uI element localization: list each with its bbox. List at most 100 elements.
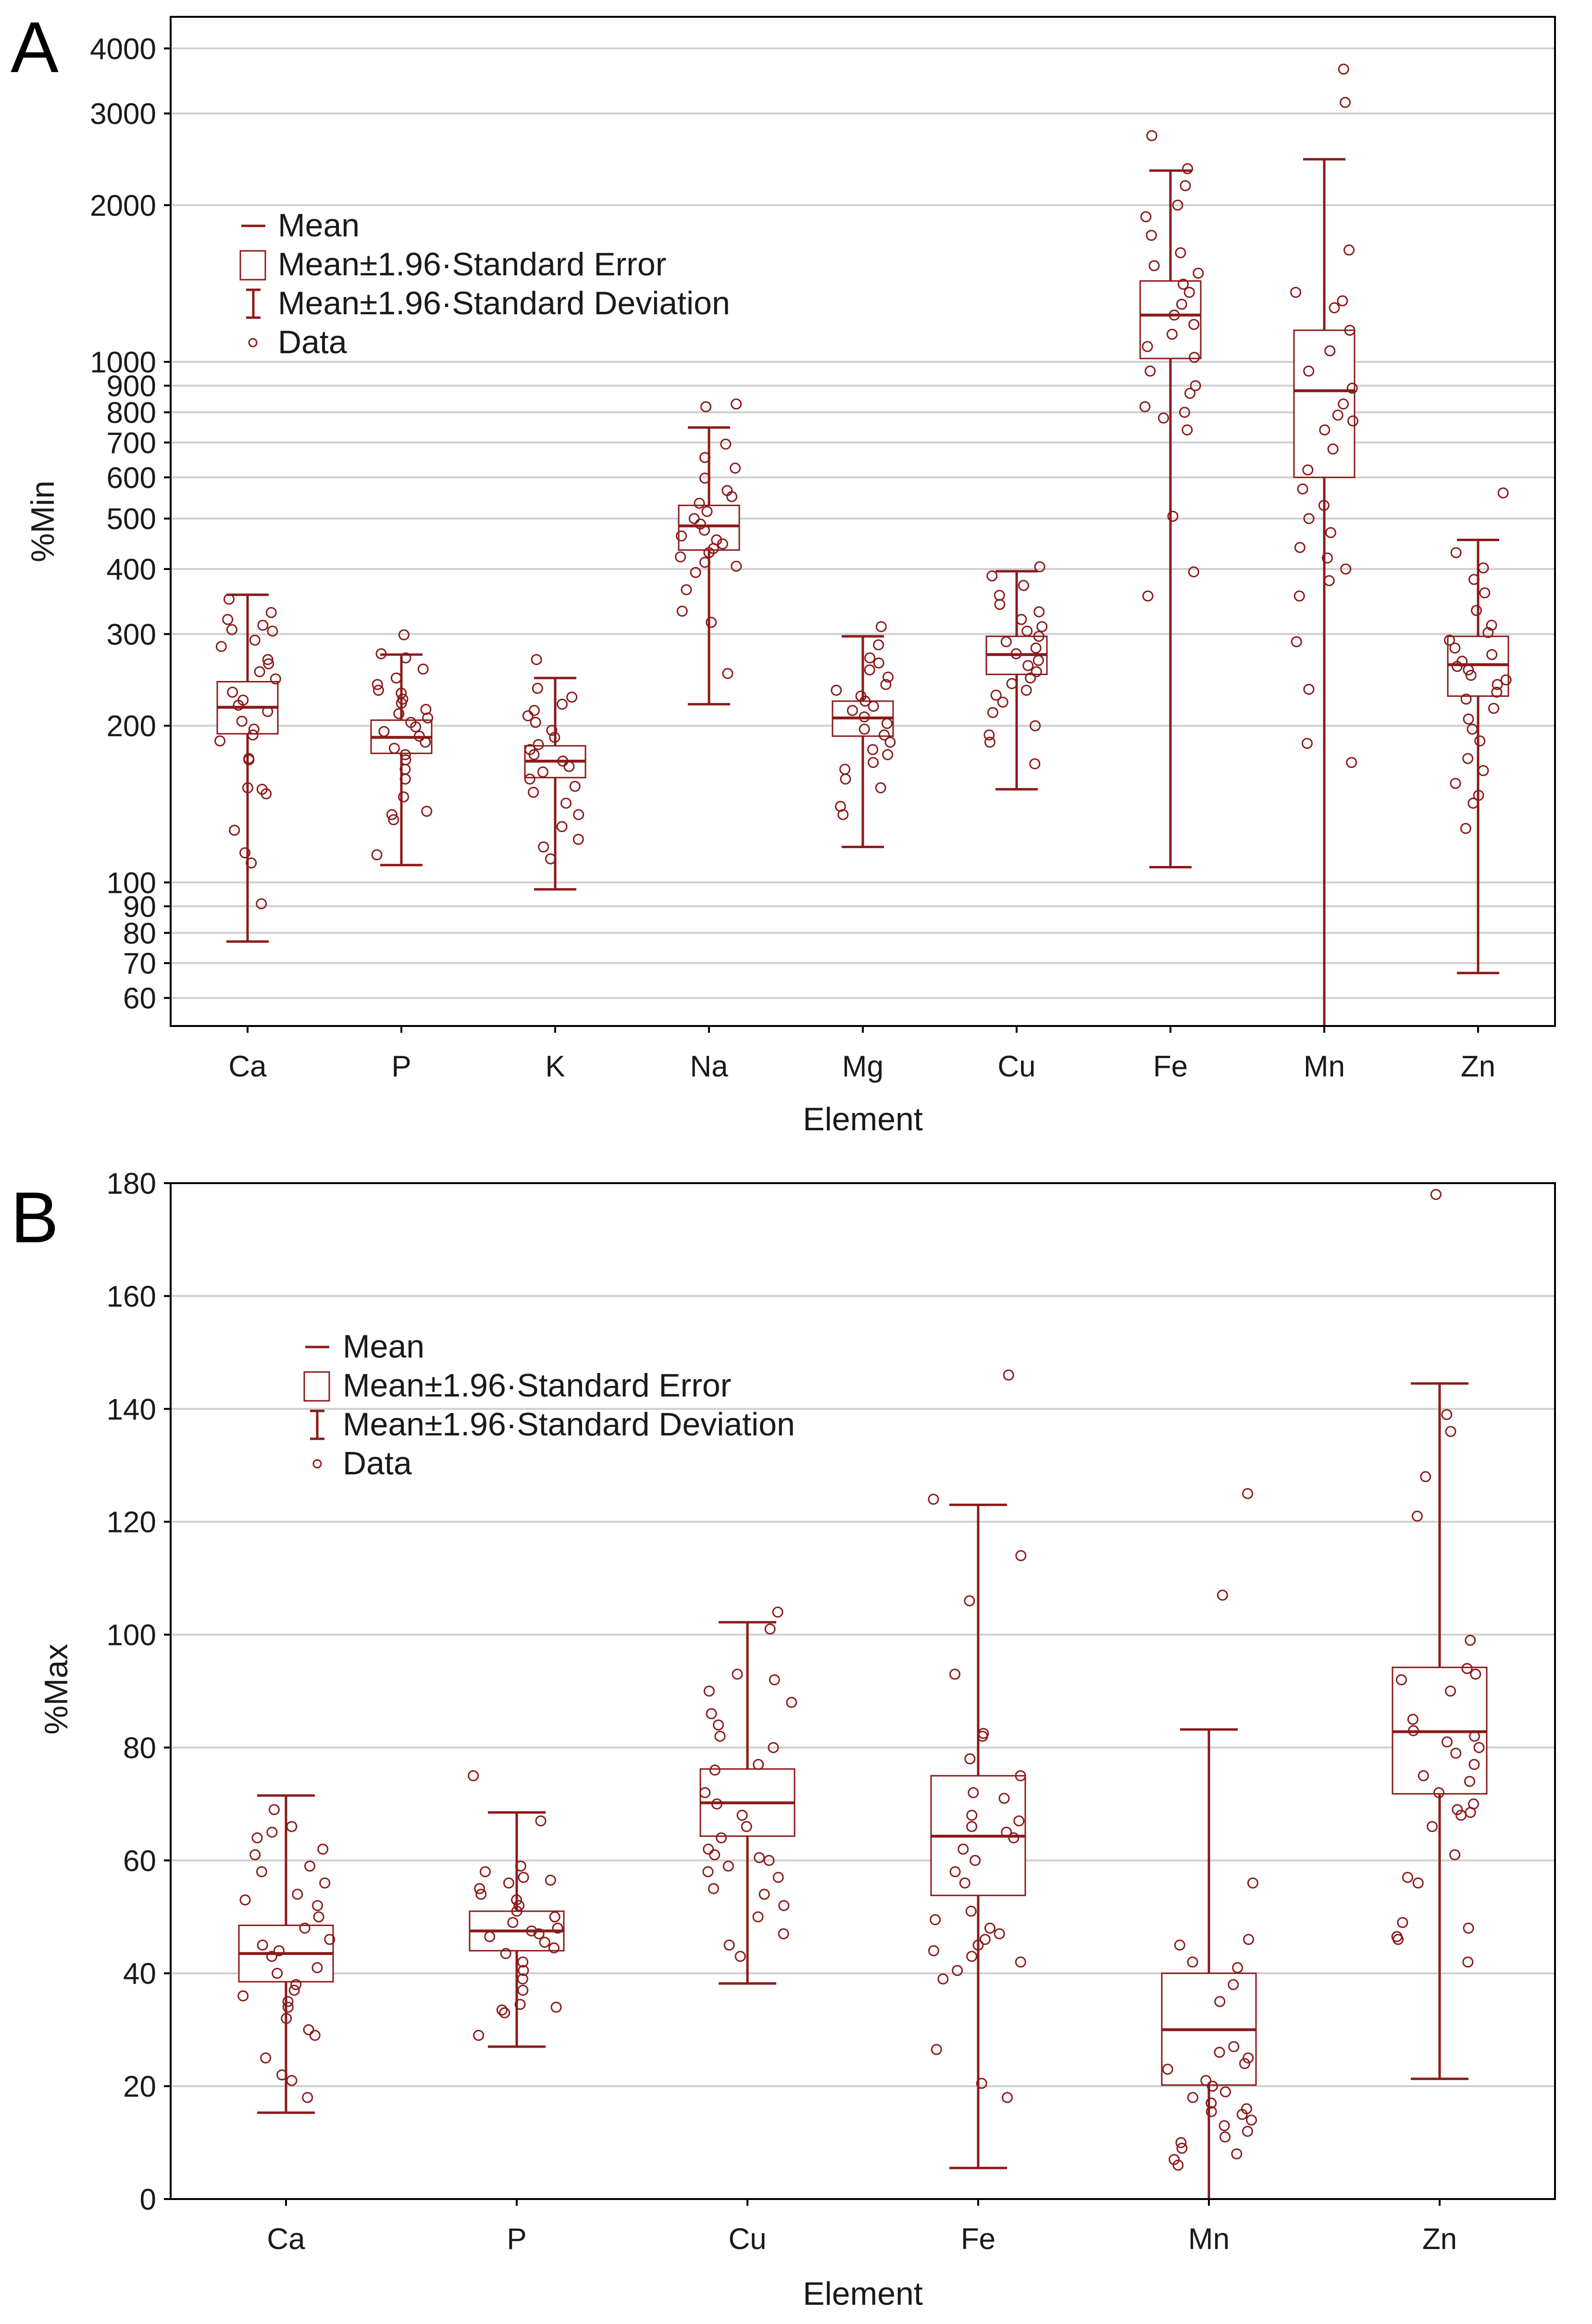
data-point-zn [1463,664,1474,676]
data-point-fe [1193,268,1204,279]
data-point-na [730,462,741,474]
data-point-p [400,754,411,766]
box-group-p [468,1770,565,2048]
y-tick-label: 500 [107,503,156,536]
data-point-mn [1172,2160,1184,2171]
data-point-p [517,1984,529,1996]
y-tick-label: 700 [107,427,156,460]
data-point-ca [222,614,234,625]
x-tick-label-fe: Fe [961,2223,995,2256]
data-point-ca [262,706,274,717]
data-point-ca [249,1849,261,1861]
box-group-mg [831,621,896,848]
data-point-p [398,629,410,641]
data-point-p [373,684,384,696]
data-point-ca [262,654,274,665]
data-point-p [507,1917,519,1928]
data-point-p [468,1770,479,1781]
data-point-mn [1301,738,1313,749]
data-point-p [398,791,410,803]
legend-sd-label-b: Mean±1.96·Standard Deviation [343,1406,795,1443]
data-point-p [372,679,383,690]
data-point-mg [864,652,876,664]
legend-data-label-b: Data [343,1445,412,1482]
data-point-ca [256,898,267,910]
data-point-mg [883,671,894,683]
data-point-k [572,834,584,845]
data-point-ca [239,847,251,859]
data-point-fe [1139,401,1151,412]
data-point-na [721,485,733,496]
y-tick-label: 200 [107,710,156,743]
data-point-na [699,452,710,463]
data-point-cu [1021,625,1033,637]
data-point-mn [1241,2103,1252,2114]
data-point-mn [1242,1488,1254,1499]
data-point-mn [1206,2097,1217,2109]
data-point-zn [1456,655,1468,667]
data-point-p [518,1965,529,1976]
data-point-zn [1460,823,1471,834]
data-point-ca [248,723,260,735]
data-point-cu [1006,678,1018,689]
y-axis-label-a: %Min [25,481,61,562]
data-point-p [514,1999,526,2010]
data-point-mg [858,723,870,735]
data-point-ca [223,593,235,605]
legend-se-label-b: Mean±1.96·Standard Error [343,1367,731,1404]
data-point-fe [1176,298,1187,310]
data-point-ca [324,1934,336,1945]
data-point-mn [1228,1979,1239,1990]
data-point-k [557,698,568,710]
data-point-k [537,766,548,778]
x-tick-label-zn: Zn [1422,2223,1457,2256]
data-point-fe [966,1809,978,1821]
data-point-k [566,692,578,703]
data-point-na [694,497,705,509]
data-point-zn [1479,587,1491,599]
plot-frame-b [170,1182,1556,2200]
data-point-mn [1303,365,1315,377]
box-group-mn [1290,63,1359,1026]
data-point-zn [1473,790,1484,801]
data-point-mn [1232,1962,1244,1973]
data-point-na [706,617,717,628]
y-tick-label: 2000 [90,189,156,223]
data-point-fe [966,1951,978,1962]
data-point-cu [1022,660,1034,671]
data-point-ca [282,2002,294,2013]
data-point-mn [1327,443,1339,455]
data-point-k [549,731,560,743]
x-tick-label-mn: Mn [1304,1050,1345,1083]
y-tick-label: 900 [107,370,156,403]
data-point-p [473,2029,485,2041]
data-point-cu [734,1951,746,1962]
data-point-zn [1465,1634,1476,1646]
legend-data-swatch-a [248,338,258,347]
data-point-fe [931,2044,942,2055]
data-point-zn [1460,693,1472,705]
data-point-p [480,1866,491,1878]
data-point-mn [1346,383,1358,394]
data-point-cu [1034,561,1045,572]
data-point-k [563,761,575,772]
legend-mean-label-a: Mean [278,207,360,244]
data-point-mg [858,711,870,723]
y-tick-label: 180 [107,1167,156,1200]
data-point-mn [1303,683,1315,695]
data-point-zn [1461,1663,1473,1674]
data-point-cu [716,1832,727,1843]
data-point-p [500,1948,511,1959]
data-point-cu [778,1900,790,1911]
data-point-ca [304,1860,316,1872]
data-point-mn [1291,636,1302,647]
data-point-mn [1214,1996,1226,2007]
data-point-mg [855,691,867,702]
data-point-zn [1411,1510,1423,1522]
data-point-mg [846,705,858,716]
data-point-fe [1172,199,1183,211]
data-point-mn [1338,398,1349,410]
data-point-p [413,730,425,742]
data-point-p [405,717,417,728]
legend-b: Mean Mean±1.96·Standard Error Mean±1.96·… [303,1328,795,1482]
